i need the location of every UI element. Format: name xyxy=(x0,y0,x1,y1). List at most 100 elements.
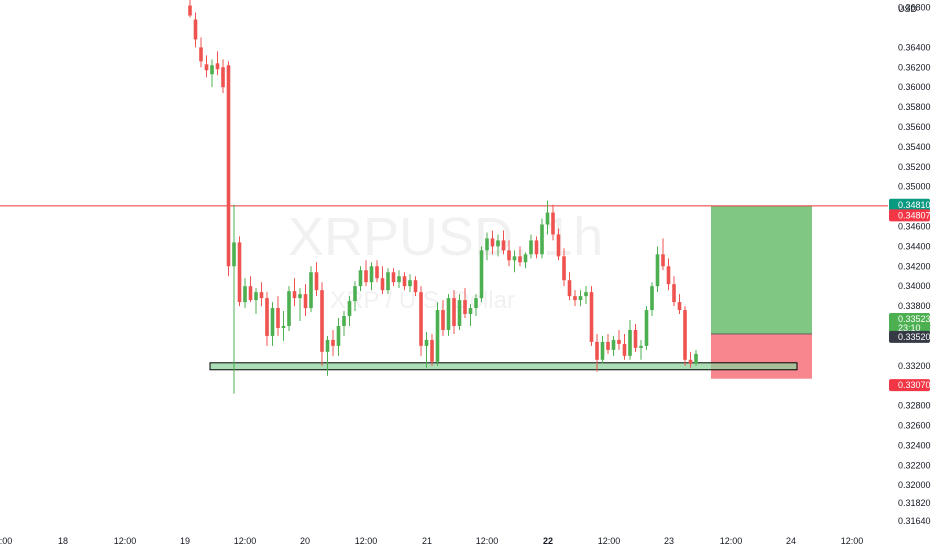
candle[interactable] xyxy=(556,228,561,261)
candle[interactable] xyxy=(551,204,555,241)
candle[interactable] xyxy=(298,288,302,322)
candle[interactable] xyxy=(666,258,671,291)
candle[interactable] xyxy=(534,236,539,259)
candle[interactable] xyxy=(391,268,396,287)
candle[interactable] xyxy=(342,311,346,336)
candle[interactable] xyxy=(402,272,407,291)
candle[interactable] xyxy=(639,339,643,360)
candle[interactable] xyxy=(221,59,225,94)
candle[interactable] xyxy=(430,333,434,366)
candle[interactable] xyxy=(672,276,676,307)
candle[interactable] xyxy=(375,260,379,283)
time-tick-label: 12:00 xyxy=(355,536,378,546)
candle[interactable] xyxy=(254,288,258,315)
candle[interactable] xyxy=(397,270,401,289)
candle[interactable] xyxy=(309,266,313,313)
candle[interactable] xyxy=(270,302,275,346)
candle[interactable] xyxy=(617,329,621,350)
candle[interactable] xyxy=(523,252,528,269)
candle[interactable] xyxy=(562,248,566,287)
candle[interactable] xyxy=(501,230,506,255)
candle[interactable] xyxy=(276,296,280,336)
candle[interactable] xyxy=(518,246,522,267)
candle[interactable] xyxy=(463,288,467,319)
candle[interactable] xyxy=(188,0,192,18)
candle[interactable] xyxy=(380,266,385,295)
candle[interactable] xyxy=(358,266,363,292)
candle[interactable] xyxy=(292,278,297,307)
candle[interactable] xyxy=(424,331,429,368)
candle[interactable] xyxy=(281,311,286,341)
candle[interactable] xyxy=(595,333,599,372)
candle[interactable] xyxy=(265,292,269,346)
candle[interactable] xyxy=(435,302,440,366)
time-axis[interactable]: :00 18 12:00 19 12:00 20 12:00 21 12:00 22 12:00 23… xyxy=(0,536,863,546)
candle[interactable] xyxy=(320,282,324,366)
candle[interactable] xyxy=(485,232,489,261)
candle[interactable] xyxy=(578,290,583,307)
candle[interactable] xyxy=(606,333,610,354)
candle[interactable] xyxy=(314,262,319,297)
candle[interactable] xyxy=(496,234,500,257)
candle[interactable] xyxy=(199,37,203,68)
candle[interactable] xyxy=(446,294,451,336)
candle[interactable] xyxy=(248,276,253,303)
candle[interactable] xyxy=(683,306,687,366)
support-zone-rectangle[interactable] xyxy=(209,362,798,371)
candle[interactable] xyxy=(611,335,616,356)
candle[interactable] xyxy=(507,240,511,267)
candle[interactable] xyxy=(589,286,594,346)
candle[interactable] xyxy=(688,351,693,368)
candle[interactable] xyxy=(237,236,242,307)
candle[interactable] xyxy=(650,282,654,317)
candle[interactable] xyxy=(413,276,418,297)
candle[interactable] xyxy=(364,260,368,287)
candle[interactable] xyxy=(215,51,220,76)
candle[interactable] xyxy=(325,335,330,376)
candle[interactable] xyxy=(468,304,473,326)
candle[interactable] xyxy=(452,290,456,334)
candle[interactable] xyxy=(545,200,550,235)
candle[interactable] xyxy=(474,294,478,317)
candle[interactable] xyxy=(287,286,291,331)
candle[interactable] xyxy=(573,290,577,307)
candle[interactable] xyxy=(655,246,660,293)
candle[interactable] xyxy=(529,234,533,259)
candle[interactable] xyxy=(540,218,544,259)
candle[interactable] xyxy=(243,278,247,309)
candle[interactable] xyxy=(633,323,638,352)
candle[interactable] xyxy=(622,333,627,360)
candle[interactable] xyxy=(303,284,308,317)
candle[interactable] xyxy=(336,318,341,356)
candle[interactable] xyxy=(193,12,198,48)
candle[interactable] xyxy=(584,286,588,305)
candle[interactable] xyxy=(694,349,698,366)
price-axis[interactable]: USD 0.36800 0.36400 0.36200 0.36000 0.35800 0… xyxy=(898,3,931,526)
candle[interactable] xyxy=(347,296,352,326)
candle[interactable] xyxy=(226,61,231,277)
candle[interactable] xyxy=(259,282,264,307)
candle[interactable] xyxy=(408,274,412,293)
candle[interactable] xyxy=(479,246,484,303)
candle[interactable] xyxy=(204,55,209,78)
candle[interactable] xyxy=(331,329,335,356)
candle[interactable] xyxy=(457,294,462,330)
candle[interactable] xyxy=(661,238,665,271)
candle[interactable] xyxy=(369,262,374,291)
profit-zone[interactable] xyxy=(711,205,812,334)
loss-zone[interactable] xyxy=(711,333,812,379)
candle[interactable] xyxy=(210,59,214,88)
candle[interactable] xyxy=(353,281,357,312)
candle[interactable] xyxy=(386,268,390,295)
candle[interactable] xyxy=(419,286,423,356)
candle[interactable] xyxy=(644,306,649,350)
candle[interactable] xyxy=(490,230,495,255)
candle[interactable] xyxy=(567,272,572,301)
candle[interactable] xyxy=(677,294,682,315)
candle[interactable] xyxy=(600,335,605,364)
candle[interactable] xyxy=(512,250,517,273)
candle[interactable] xyxy=(232,204,236,394)
candle[interactable] xyxy=(628,320,632,360)
candle[interactable] xyxy=(441,300,445,336)
